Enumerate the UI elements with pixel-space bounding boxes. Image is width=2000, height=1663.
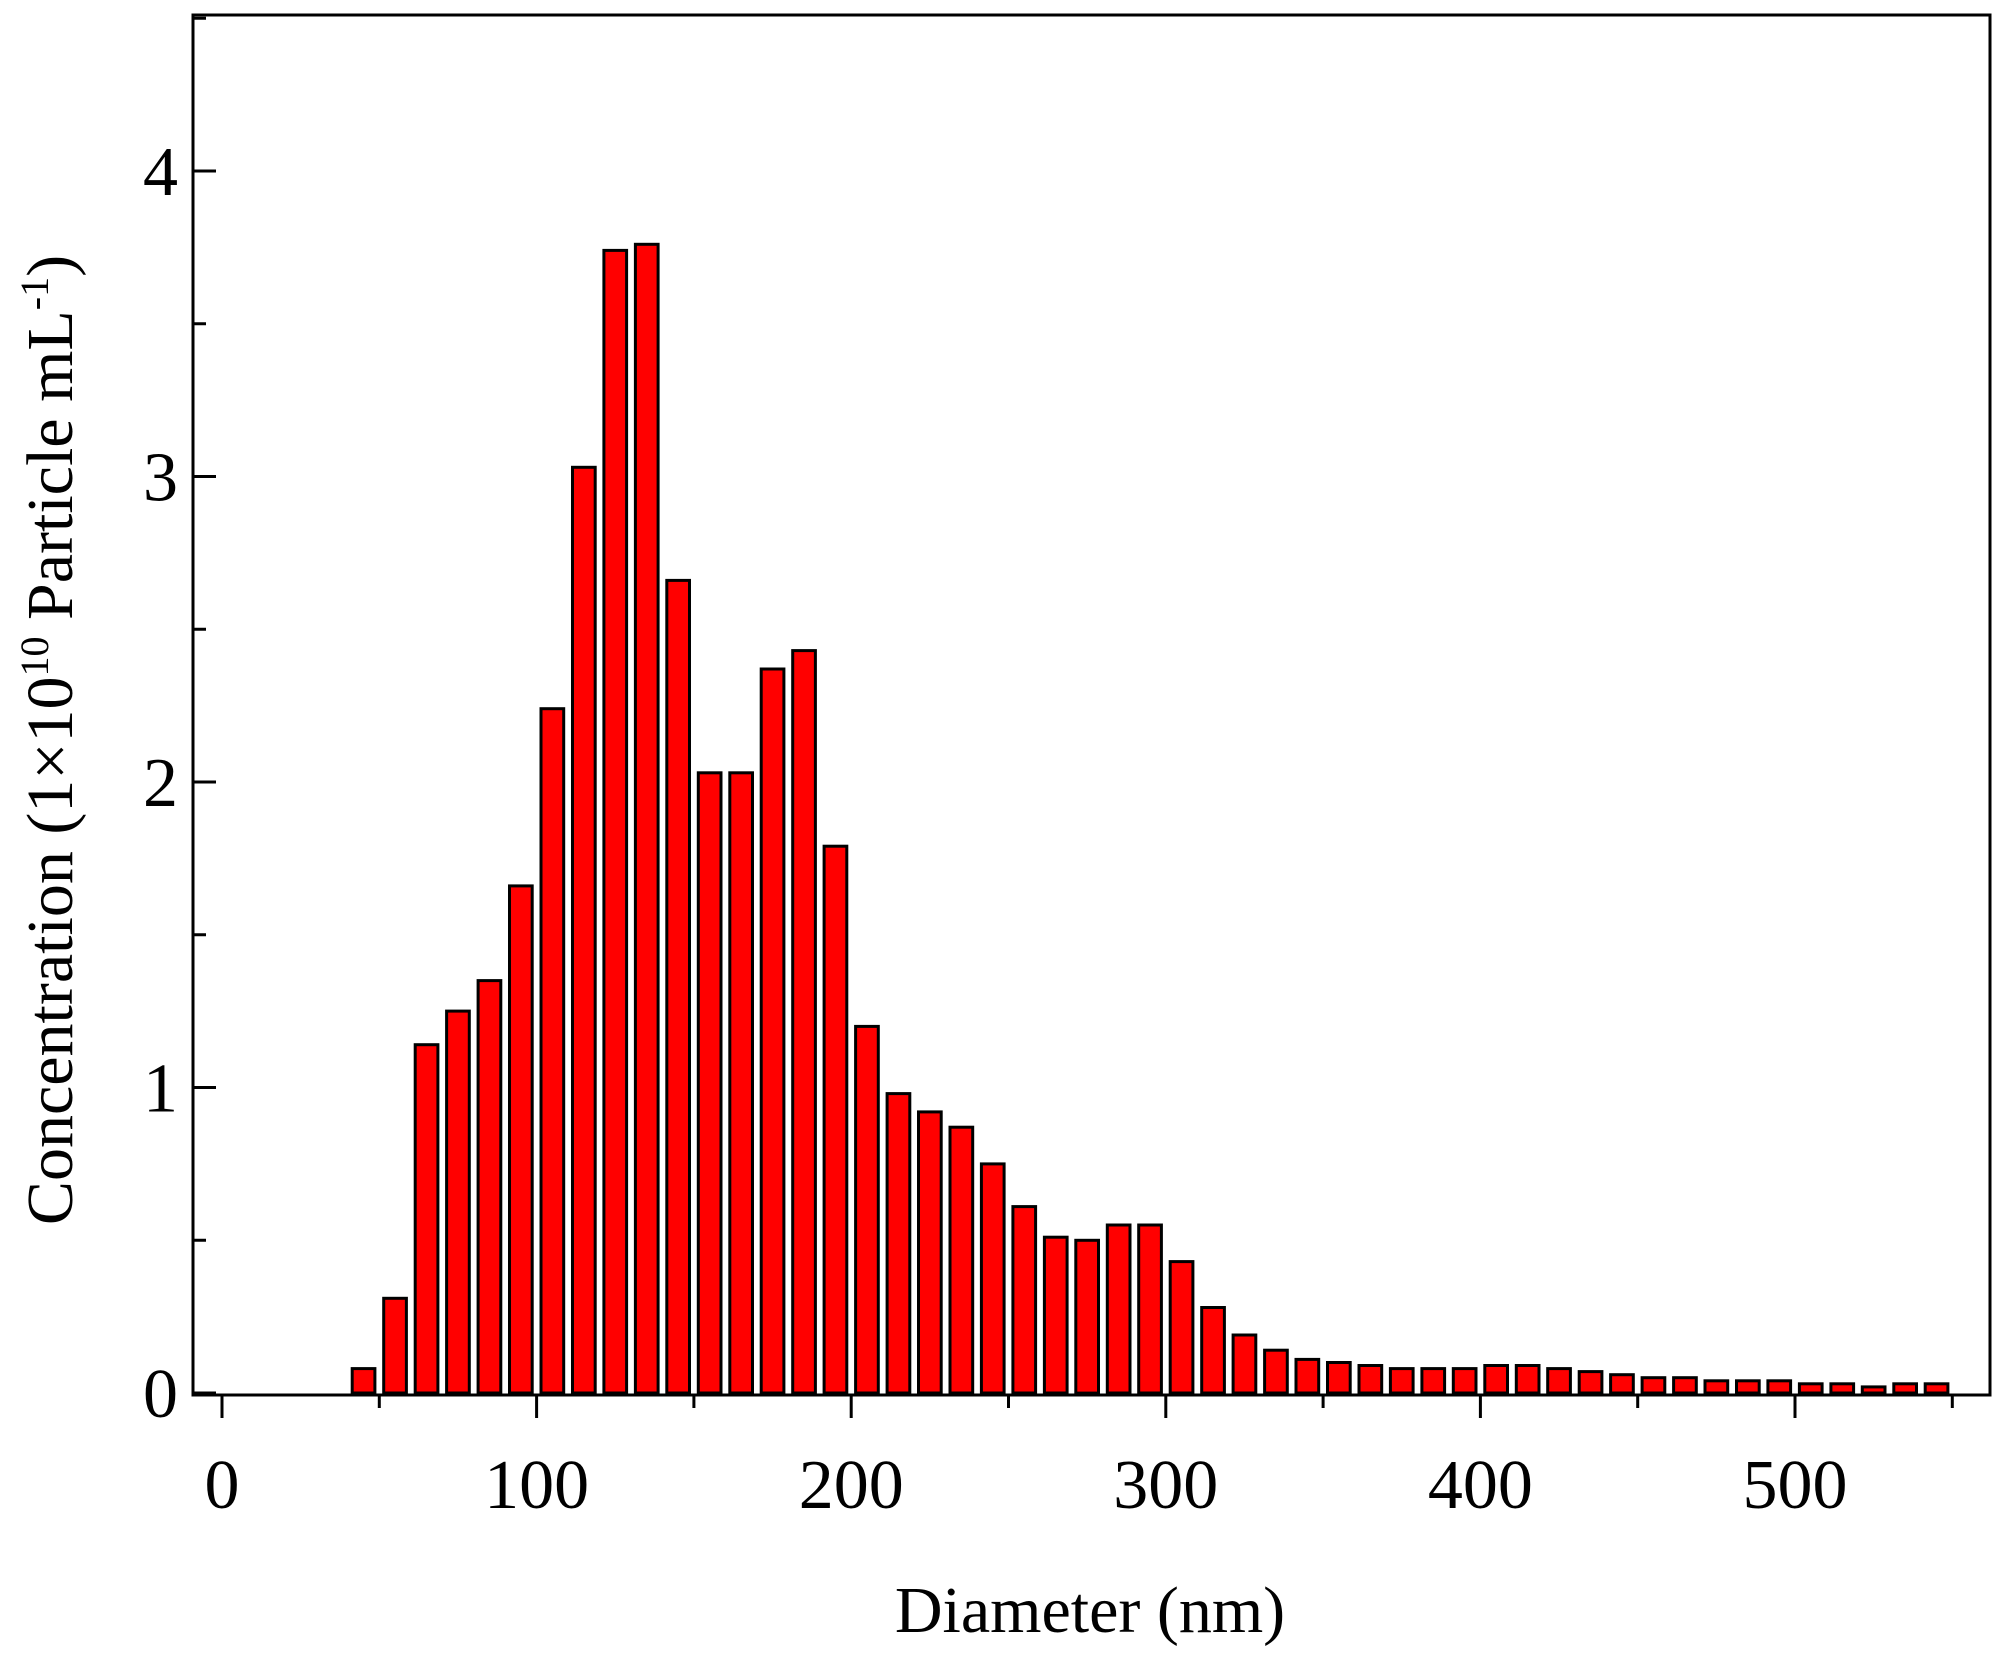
bar-165nm [728,771,754,1395]
x-tick-label-300: 300 [1113,1447,1218,1524]
bar-295nm [1137,1223,1163,1395]
bar-195nm [822,844,849,1395]
bar-75nm [445,1009,471,1395]
bar-335nm [1263,1348,1289,1395]
bar-275nm [1074,1238,1101,1395]
bar-405nm [1483,1364,1510,1395]
bar-215nm [885,1092,912,1395]
bar-385nm [1420,1367,1447,1395]
bar-515nm [1829,1382,1856,1395]
bar-465nm [1672,1376,1698,1395]
y-axis-title-suffix: ) [14,255,87,277]
x-tick-label-400: 400 [1428,1447,1533,1524]
bar-65nm [413,1043,440,1395]
x-axis-title: Diameter (nm) [895,1574,1285,1647]
bar-435nm [1577,1370,1604,1395]
x-tick-label-0: 0 [205,1447,240,1524]
bar-445nm [1609,1373,1635,1395]
bar-285nm [1105,1223,1132,1395]
bar-375nm [1388,1367,1415,1395]
bar-145nm [665,578,691,1395]
plot-frame [191,13,1992,1397]
x-axis: 0 100 200 300 400 500 [205,1395,1954,1524]
y-axis-title: Concentration (1×1010 Particle mL-1) [12,255,87,1225]
y-axis-title-exponent-2: -1 [12,277,57,310]
bars-group [350,242,1950,1395]
bar-115nm [571,465,597,1395]
bar-255nm [1011,1205,1038,1395]
bar-225nm [917,1110,943,1395]
bar-85nm [476,979,503,1395]
bar-425nm [1546,1367,1572,1395]
bar-495nm [1766,1379,1793,1395]
bar-265nm [1042,1235,1069,1395]
bar-545nm [1923,1382,1950,1395]
bar-185nm [791,649,817,1395]
y-tick-label-4: 4 [143,134,178,211]
bar-305nm [1168,1260,1195,1395]
bar-45nm [350,1367,377,1395]
y-axis-title-exponent-1: 10 [12,636,57,676]
y-tick-label-1: 1 [143,1051,178,1128]
y-tick-label-2: 2 [143,745,178,822]
bar-505nm [1797,1382,1824,1395]
bar-345nm [1294,1357,1321,1395]
bar-245nm [979,1162,1006,1395]
y-axis: 0 1 2 3 4 [143,16,216,1433]
bar-105nm [539,707,566,1395]
bar-355nm [1326,1361,1352,1395]
bar-315nm [1200,1306,1226,1395]
x-tick-label-500: 500 [1743,1447,1848,1524]
bar-455nm [1640,1376,1667,1395]
bar-475nm [1703,1379,1730,1395]
bar-415nm [1514,1364,1541,1395]
bar-155nm [696,771,723,1395]
bar-525nm [1860,1385,1887,1395]
bar-55nm [382,1296,408,1395]
bar-235nm [948,1125,975,1395]
x-tick-label-200: 200 [799,1447,904,1524]
y-axis-title-middle: Particle mL [14,310,87,636]
y-tick-label-0: 0 [143,1356,178,1433]
bar-135nm [633,242,660,1395]
bar-205nm [854,1024,880,1395]
bar-325nm [1231,1333,1258,1395]
bar-365nm [1357,1364,1384,1395]
bar-175nm [759,667,786,1395]
bar-95nm [508,884,534,1395]
x-tick-label-100: 100 [484,1447,589,1524]
bar-125nm [602,248,629,1395]
y-axis-title-prefix: Concentration (1×10 [14,676,87,1225]
bar-485nm [1735,1379,1761,1395]
y-tick-label-3: 3 [143,440,178,517]
bar-535nm [1892,1382,1919,1395]
bar-395nm [1451,1367,1478,1395]
